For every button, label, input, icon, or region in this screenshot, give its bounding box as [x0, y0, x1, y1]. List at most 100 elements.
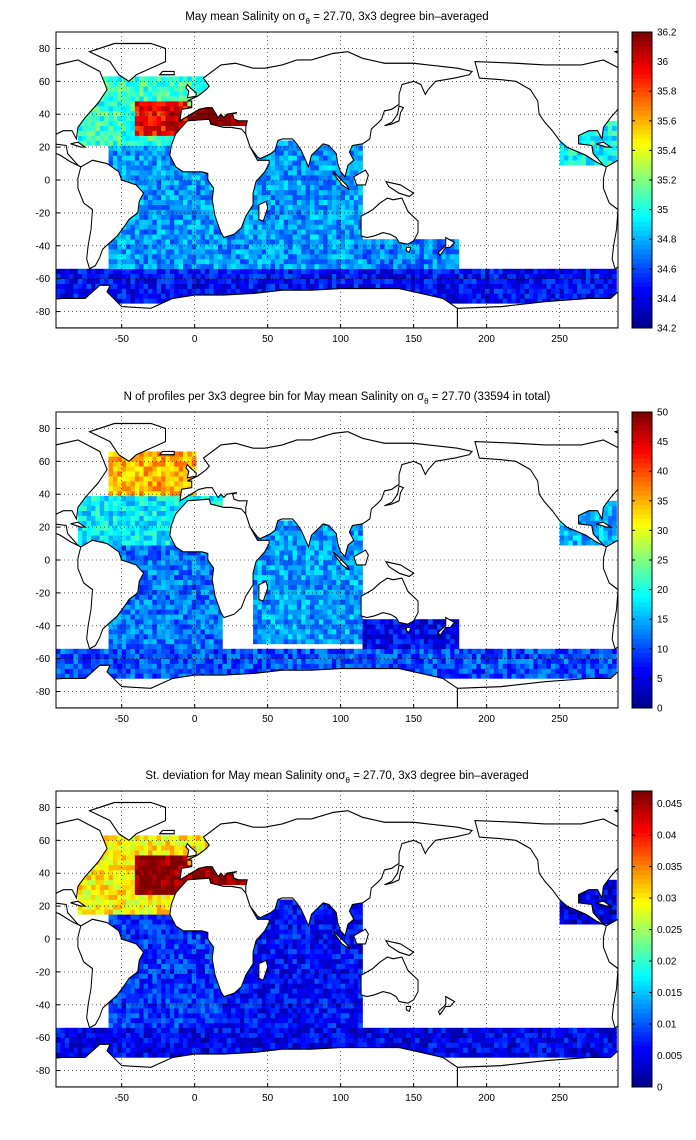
- heatmap-cell: [358, 273, 363, 279]
- heatmap-cell: [340, 268, 346, 275]
- heatmap-cell: [327, 239, 333, 245]
- heatmap-cell: [296, 569, 302, 576]
- heatmap-cell: [305, 634, 311, 640]
- heatmap-cell: [594, 293, 600, 299]
- heatmap-cell: [235, 648, 241, 655]
- heatmap-cell: [104, 530, 109, 536]
- heatmap-cell: [204, 668, 210, 674]
- heatmap-cell: [165, 249, 171, 255]
- heatmap-cell: [200, 550, 206, 556]
- heatmap-cell: [117, 638, 122, 645]
- heatmap-cell: [187, 663, 193, 669]
- heatmap-cell: [274, 234, 280, 240]
- heatmap-cell: [200, 268, 206, 275]
- heatmap-cell: [226, 658, 232, 664]
- heatmap-cell: [108, 106, 114, 112]
- heatmap-cell: [204, 569, 210, 576]
- heatmap-cell: [147, 550, 153, 556]
- heatmap-cell: [603, 125, 609, 131]
- heatmap-cell: [397, 249, 403, 255]
- heatmap-cell: [60, 658, 66, 664]
- heatmap-cell: [292, 569, 298, 576]
- heatmap-cell: [458, 278, 464, 284]
- heatmap-cell: [296, 584, 302, 590]
- heatmap-cell: [380, 254, 385, 260]
- heatmap-cell: [191, 451, 197, 457]
- heatmap-cell: [283, 268, 289, 275]
- heatmap-cell: [393, 283, 398, 289]
- heatmap-cell: [218, 653, 223, 659]
- heatmap-cell: [266, 614, 271, 620]
- colorbar-segment: [632, 314, 652, 320]
- heatmap-cell: [82, 500, 87, 507]
- heatmap-cell: [253, 619, 258, 625]
- heatmap-cell: [126, 466, 131, 472]
- heatmap-cell: [318, 155, 324, 161]
- heatmap-cell: [165, 283, 171, 289]
- heatmap-cell: [239, 254, 245, 260]
- heatmap-cell: [169, 589, 175, 595]
- heatmap-cell: [533, 268, 539, 275]
- heatmap-cell: [318, 209, 324, 215]
- heatmap-cell: [178, 560, 184, 566]
- heatmap-cell: [498, 283, 503, 289]
- heatmap-cell: [178, 204, 184, 210]
- heatmap-cell: [134, 229, 140, 235]
- heatmap-cell: [117, 520, 122, 526]
- heatmap-cell: [305, 184, 311, 191]
- heatmap-cell: [349, 268, 355, 275]
- colorbar-tick-label: 34.8: [657, 235, 677, 246]
- heatmap-cell: [301, 199, 306, 205]
- heatmap-cell: [121, 115, 127, 122]
- heatmap-cell: [196, 214, 201, 220]
- heatmap-cell: [130, 258, 136, 265]
- heatmap-cell: [253, 634, 258, 640]
- heatmap-cell: [200, 604, 206, 610]
- heatmap-cell: [305, 604, 311, 610]
- heatmap-cell: [174, 76, 179, 82]
- heatmap-cell: [353, 160, 359, 166]
- heatmap-cell: [147, 273, 153, 279]
- heatmap-cell: [56, 278, 61, 284]
- heatmap-cell: [340, 219, 346, 225]
- heatmap-cell: [279, 160, 285, 166]
- heatmap-cell: [301, 254, 306, 260]
- heatmap-cell: [213, 634, 219, 640]
- heatmap-cell: [196, 194, 201, 201]
- heatmap-cell: [441, 293, 447, 299]
- heatmap-cell: [191, 175, 197, 181]
- heatmap-cell: [261, 658, 267, 664]
- heatmap-cell: [143, 170, 149, 176]
- heatmap-cell: [314, 244, 320, 250]
- heatmap-cell: [568, 155, 574, 161]
- heatmap-cell: [336, 199, 341, 205]
- heatmap-cell: [410, 254, 416, 260]
- colorbar-segment: [632, 50, 652, 56]
- heatmap-cell: [178, 278, 184, 284]
- heatmap-cell: [95, 140, 101, 146]
- heatmap-cell: [489, 268, 495, 275]
- heatmap-cell: [288, 638, 293, 645]
- heatmap-cell: [279, 263, 285, 270]
- heatmap-cell: [152, 278, 158, 284]
- heatmap-cell: [143, 584, 149, 590]
- heatmap-cell: [288, 520, 293, 526]
- heatmap-cell: [156, 569, 162, 576]
- heatmap-cell: [296, 535, 302, 541]
- heatmap-cell: [415, 263, 420, 270]
- heatmap-cell: [165, 594, 171, 600]
- heatmap-cell: [401, 268, 407, 275]
- heatmap-cell: [200, 244, 206, 250]
- heatmap-cell: [143, 515, 149, 521]
- heatmap-cell: [121, 278, 127, 284]
- heatmap-cell: [239, 268, 245, 275]
- heatmap-cell: [73, 673, 79, 679]
- heatmap-cell: [270, 579, 276, 585]
- heatmap-cell: [156, 461, 162, 467]
- heatmap-cell: [147, 634, 153, 640]
- heatmap-cell: [599, 150, 604, 156]
- heatmap-cell: [257, 288, 263, 294]
- heatmap-cell: [134, 130, 140, 136]
- heatmap-cell: [82, 525, 87, 531]
- heatmap-cell: [515, 273, 521, 279]
